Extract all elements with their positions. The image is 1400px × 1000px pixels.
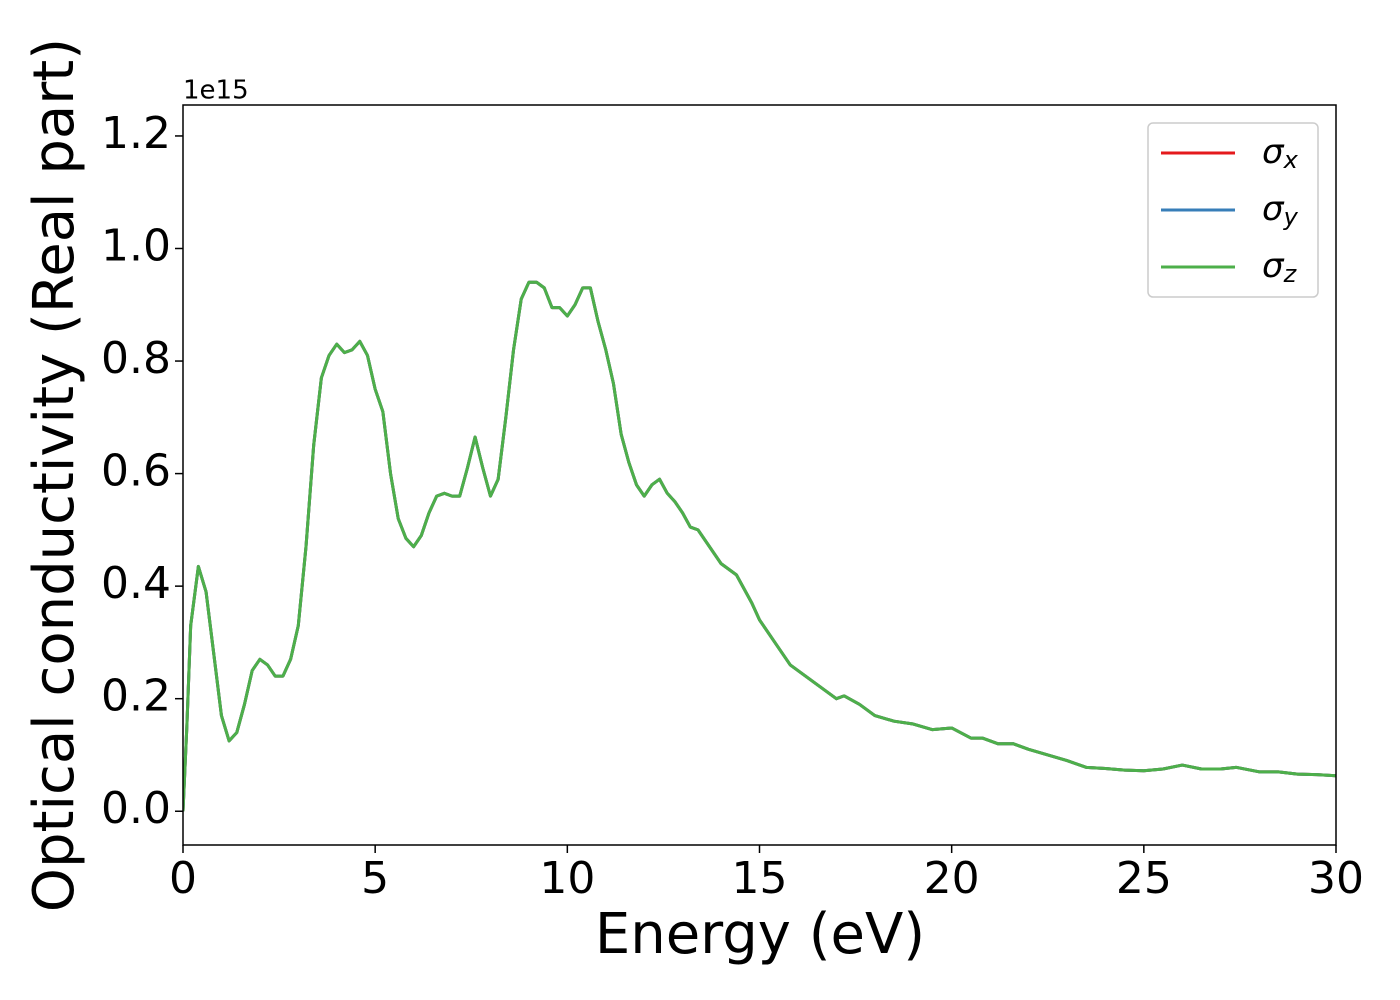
x-tick-label: 5 xyxy=(361,853,389,904)
legend-label: σx xyxy=(1262,132,1299,175)
x-tick-label: 0 xyxy=(169,853,197,904)
y-tick-label: 1.0 xyxy=(101,220,171,271)
legend-label: σz xyxy=(1262,246,1298,289)
y-axis-label: Optical conductivity (Real part) xyxy=(22,38,87,912)
line-series xyxy=(183,280,1336,812)
x-axis-label: Energy (eV) xyxy=(595,902,925,967)
plot-frame xyxy=(182,104,1337,846)
offset-label: 1e15 xyxy=(183,76,249,106)
x-tick-label: 15 xyxy=(732,853,788,904)
y-tick-label: 0.6 xyxy=(101,446,171,497)
legend-label: σy xyxy=(1262,189,1299,232)
x-tick-label: 30 xyxy=(1308,853,1364,904)
y-tick-label: 1.2 xyxy=(101,108,171,159)
y-tick-label: 0.0 xyxy=(101,783,171,834)
x-tick-label: 20 xyxy=(924,853,980,904)
y-tick-label: 0.4 xyxy=(101,558,171,609)
x-tick-label: 25 xyxy=(1116,853,1172,904)
y-tick-label: 0.8 xyxy=(101,333,171,384)
y-tick-label: 0.2 xyxy=(101,671,171,722)
x-tick-label: 10 xyxy=(539,853,595,904)
